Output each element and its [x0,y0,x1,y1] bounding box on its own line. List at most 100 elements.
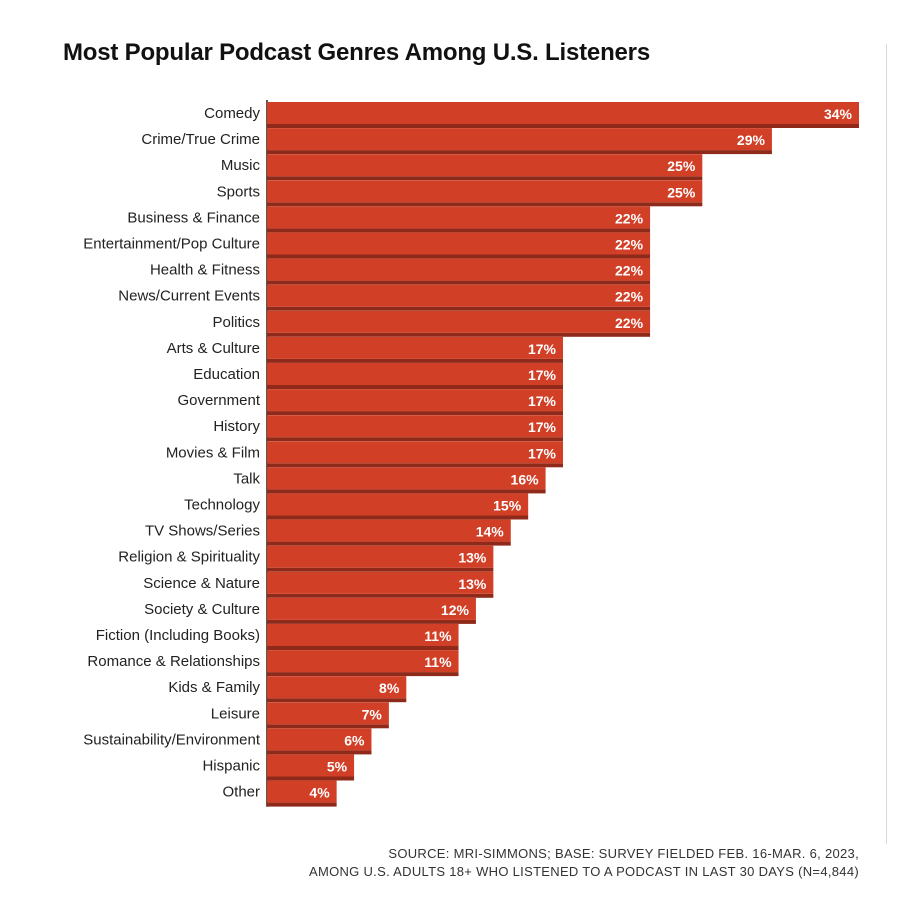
bar-shadow [267,489,546,494]
value-label: 25% [667,158,696,174]
bar [267,415,563,438]
value-label: 12% [441,602,470,618]
bar-group: Sustainability/Environment 6% [83,728,372,755]
value-label: 13% [458,576,487,592]
bar-group: Music 25% [221,154,703,181]
category-label: Government [177,392,260,409]
value-label: 6% [344,732,365,748]
bar-group: Talk 16% [233,467,546,494]
bar-group: News/Current Events 22% [118,284,651,311]
bar-group: Government 17% [177,389,563,416]
category-label: Technology [184,497,260,514]
value-label: 17% [528,341,557,357]
bar-shadow [267,619,476,624]
bar [267,336,563,359]
value-label: 34% [824,106,853,122]
bar-group: Kids & Family 8% [168,676,407,703]
category-label: Health & Fitness [150,262,260,279]
category-label: Business & Finance [127,209,260,226]
bar-shadow [267,541,511,546]
category-label: History [213,418,260,435]
category-label: Romance & Relationships [87,653,260,670]
value-label: 5% [327,759,348,775]
bar-group: Crime/True Crime 29% [141,128,772,155]
category-label: Sports [217,183,260,200]
bar [267,258,651,281]
category-label: Religion & Spirituality [118,549,260,566]
value-label: 22% [615,210,644,226]
category-label: Fiction (Including Books) [96,627,260,644]
bar-shadow [267,567,494,572]
value-label: 14% [476,524,505,540]
bar-group: Other 4% [222,780,337,807]
bar-group: Society & Culture 12% [144,597,476,624]
bar-shadow [267,124,859,128]
bar-shadow [267,385,563,389]
bar-group: Religion & Spirituality 13% [118,545,494,572]
value-label: 17% [528,367,557,383]
bar-shadow [267,463,563,468]
bar [267,128,772,151]
bar [267,102,859,124]
bar [267,624,459,646]
chart-title: Most Popular Podcast Genres Among U.S. L… [63,39,650,66]
bar-group: Movies & Film 17% [166,441,563,468]
category-label: Arts & Culture [167,340,260,357]
bar-group: TV Shows/Series 14% [145,519,511,546]
bar [267,676,407,699]
bar [267,363,563,385]
bar-shadow [267,228,651,233]
category-label: Other [222,784,260,801]
bar [267,389,563,412]
bar-shadow [267,802,337,807]
value-label: 22% [615,289,644,305]
bar-group: Comedy 34% [204,102,859,128]
value-label: 8% [379,680,400,696]
bar [267,493,529,516]
bar [267,545,494,568]
bar [267,232,651,255]
bar [267,467,546,490]
source-line-1: SOURCE: MRI-SIMMONS; BASE: SURVEY FIELDE… [388,846,859,861]
value-label: 17% [528,393,557,409]
bar [267,519,511,542]
category-label: Politics [212,314,260,331]
bar [267,702,389,725]
bar-shadow [267,750,372,755]
value-label: 7% [362,706,383,722]
category-label: Comedy [204,105,260,122]
bar-group: History 17% [213,415,563,442]
right-divider [886,44,887,844]
category-label: Movies & Film [166,444,260,461]
bar-shadow [267,254,651,259]
bar [267,310,651,333]
category-label: Music [221,157,261,174]
bar-shadow [267,437,563,442]
category-label: Talk [233,470,260,487]
bar [267,441,563,464]
value-label: 13% [458,550,487,566]
category-label: Education [193,366,260,383]
bar [267,650,459,673]
bar-group: Hispanic 5% [202,754,355,781]
bar-group: Arts & Culture 17% [167,336,563,363]
bar [267,284,651,307]
bar-shadow [267,776,355,781]
category-label: Sustainability/Environment [83,731,261,748]
bar-group: Entertainment/Pop Culture 22% [83,232,651,259]
bar-shadow [267,698,407,703]
bar-group: Romance & Relationships 11% [87,650,459,677]
value-label: 22% [615,263,644,279]
value-label: 15% [493,498,522,514]
value-label: 22% [615,315,644,331]
category-label: Crime/True Crime [141,131,260,148]
bar-group: Sports 25% [217,180,703,207]
bar [267,180,703,203]
value-label: 29% [737,132,766,148]
bar-shadow [267,280,651,285]
source-note: SOURCE: MRI-SIMMONS; BASE: SURVEY FIELDE… [309,845,859,881]
bar-shadow [267,176,703,181]
bar-shadow [267,593,494,598]
value-label: 16% [511,471,540,487]
